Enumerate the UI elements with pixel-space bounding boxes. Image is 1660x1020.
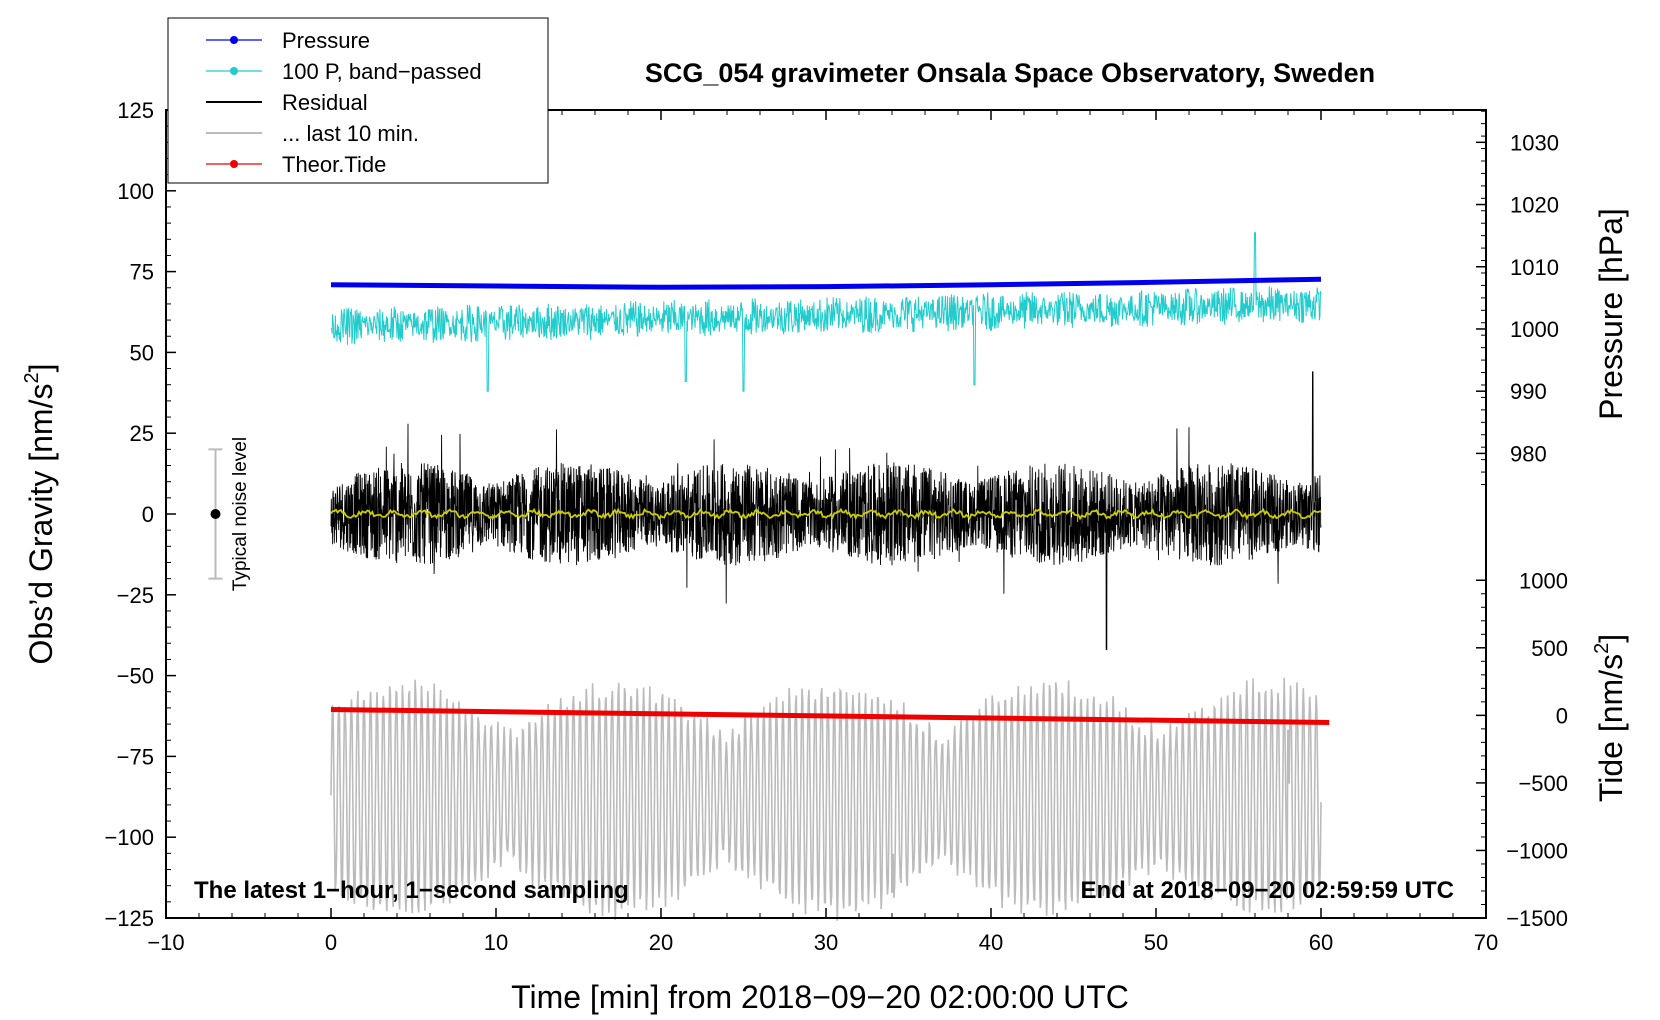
legend-label-residual: Residual [282,90,368,115]
series-band-passed [330,232,1322,392]
pressure-tick-label: 980 [1510,441,1547,466]
pressure-tick-label: 1020 [1510,193,1559,218]
end-time-note: End at 2018−09−20 02:59:59 UTC [1080,877,1454,904]
legend: Pressure 100 P, band−passed Residual ...… [167,17,549,184]
axis-ticks: −10 0 10 20 30 40 50 60 701251007550250−25−50−75… [104,98,1568,955]
legend-box [167,17,549,184]
y-tick-label: −100 [104,825,154,850]
y-tick-label: 25 [130,421,154,446]
pressure-tick-label: 1010 [1510,255,1559,280]
chart-title: SCG_054 gravimeter Onsala Space Observat… [645,58,1375,88]
noise-point [210,509,221,519]
tide-tick-label: −1000 [1506,838,1568,863]
pressure-tick-label: 990 [1510,379,1547,404]
y-tick-label: 50 [130,340,154,365]
series-residual [330,371,1322,651]
tide-axis-title-end: ] [1593,634,1629,643]
y-tick-label: 0 [142,502,154,527]
x-tick-label: 40 [979,930,1003,955]
pressure-axis-title: Pressure [hPa] [1593,208,1629,420]
tide-tick-label: −1500 [1506,906,1568,931]
tide-axis-title-main: Tide [nm/s [1593,654,1629,802]
y-tick-label: 75 [130,260,154,285]
x-tick-label: 50 [1144,930,1168,955]
x-tick-label: 20 [649,930,673,955]
y-axis-title-main: Obs’d Gravity [nm/s [23,384,59,665]
y-tick-label: 125 [117,98,154,123]
y-tick-label: −25 [117,583,154,608]
y-tick-label: −50 [117,664,154,689]
tide-axis-title-sup: 2 [1591,643,1613,654]
series-mean [330,507,1322,521]
legend-label-last10: ... last 10 min. [282,121,419,146]
series-last-10-min [330,677,1322,921]
legend-label-tide: Theor.Tide [282,152,386,177]
y-axis-title: Obs’d Gravity [nm/s2] [21,364,59,665]
x-tick-label: 30 [814,930,838,955]
legend-swatch-pressure-marker [230,36,238,44]
x-tick-label: 10 [484,930,508,955]
legend-swatch-bandpassed-marker [230,67,238,75]
tide-tick-label: 500 [1531,636,1568,661]
tide-tick-label: −500 [1518,771,1568,796]
series-pressure [330,276,1322,290]
x-tick-label: 60 [1309,930,1333,955]
x-tick-label: 70 [1474,930,1498,955]
sampling-note: The latest 1−hour, 1−second sampling [194,877,629,904]
series-theor-tide [330,707,1330,725]
y-tick-label: −75 [117,744,154,769]
tide-tick-label: 0 [1556,703,1568,728]
x-tick-label: 0 [325,930,337,955]
legend-label-bandpassed: 100 P, band−passed [282,59,482,84]
x-axis-title: Time [min] from 2018−09−20 02:00:00 UTC [511,979,1129,1015]
y-tick-label: 100 [117,179,154,204]
y-tick-label: −125 [104,906,154,931]
legend-swatch-tide-marker [230,160,238,168]
legend-swatches [206,36,262,168]
x-tick-label: −10 [147,930,184,955]
plot-series [330,232,1330,921]
legend-label-pressure: Pressure [282,28,370,53]
pressure-tick-label: 1000 [1510,317,1559,342]
y-axis-title-sup: 2 [21,372,43,383]
noise-level-marker [208,448,223,580]
tide-axis-title: Tide [nm/s2] [1591,634,1629,802]
pressure-tick-label: 1030 [1510,130,1559,155]
tide-tick-label: 1000 [1519,568,1568,593]
noise-level-label: Typical noise level [230,437,251,591]
y-axis-title-end: ] [23,364,59,373]
